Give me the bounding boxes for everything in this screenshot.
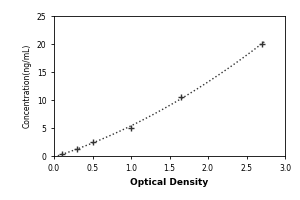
X-axis label: Optical Density: Optical Density xyxy=(130,178,208,187)
Y-axis label: Concentration(ng/mL): Concentration(ng/mL) xyxy=(22,44,31,128)
